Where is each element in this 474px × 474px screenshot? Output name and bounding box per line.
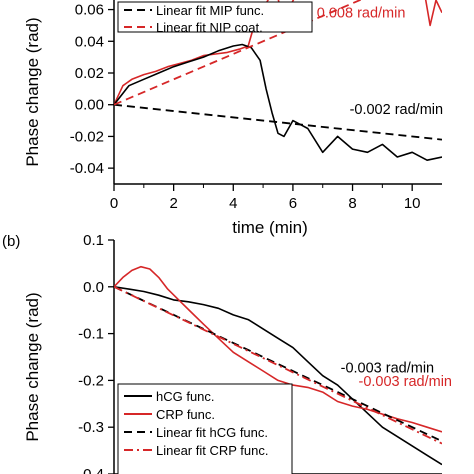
chart-panel-a: 0 2 4 6 8 10 -0.04 -0.02 0.00 0.02 0.04 0.06 Phase c… bbox=[23, 0, 443, 237]
y-axis-label: Phase change (rad) bbox=[23, 292, 42, 441]
legend-label: Linear fit CRP func. bbox=[156, 443, 268, 458]
x-tick-label: 8 bbox=[348, 195, 356, 212]
legend-box bbox=[117, 1, 313, 33]
y-tick-label: 0.1 bbox=[83, 232, 104, 249]
series-line-trace-0 bbox=[114, 0, 442, 106]
y-tick-label: 0.0 bbox=[83, 279, 104, 296]
series-line-trace-1 bbox=[114, 43, 442, 161]
series-group bbox=[114, 0, 442, 161]
y-tick-label: 0.06 bbox=[75, 2, 104, 19]
series-line-linear-fit-hcg-func bbox=[114, 285, 442, 443]
y-tick-label: -0.1 bbox=[78, 326, 104, 343]
y-tick-label: 0.02 bbox=[75, 65, 104, 82]
legend-box bbox=[117, 383, 293, 474]
x-tick-label: 6 bbox=[289, 195, 297, 212]
x-tick-label: 4 bbox=[229, 195, 237, 212]
y-tick-label: -0.4 bbox=[78, 466, 104, 474]
y-tick-label: -0.02 bbox=[70, 128, 104, 145]
slope-annotation: -0.003 rad/min bbox=[341, 360, 435, 376]
legend-label: CRP func. bbox=[156, 407, 215, 422]
y-tick-label: -0.3 bbox=[78, 419, 104, 436]
x-tick-label: 10 bbox=[404, 195, 421, 212]
panel-label: (b) bbox=[2, 233, 20, 250]
series-line-crp-func bbox=[114, 265, 442, 433]
slope-annotation: -0.002 rad/min bbox=[350, 102, 444, 118]
chart-panel-b: 0.1 0.0 -0.1 -0.2 -0.3 -0.4 Phase change (rad)… bbox=[2, 232, 452, 474]
legend-label: Linear fit MIP func. bbox=[156, 3, 264, 18]
slope-annotation: 0.008 rad/min bbox=[317, 6, 406, 22]
series-line-linear-fit-mip-func bbox=[114, 103, 442, 141]
legend-label: hCG func. bbox=[156, 389, 215, 404]
series-line-linear-fit-crp-func bbox=[114, 285, 442, 445]
y-tick-label: -0.04 bbox=[70, 160, 104, 177]
series-group bbox=[114, 265, 442, 466]
legend: Linear fit MIP func. Linear fit NIP coat. bbox=[117, 1, 313, 35]
series-line-linear-fit-nip-coat bbox=[114, 0, 363, 106]
y-tick-label: 0.00 bbox=[75, 97, 104, 114]
legend-label: Linear fit NIP coat. bbox=[156, 20, 263, 35]
slope-annotation: -0.003 rad/min bbox=[359, 374, 453, 390]
legend-label: Linear fit hCG func. bbox=[156, 425, 268, 440]
x-tick-label: 0 bbox=[110, 195, 118, 212]
series-line-hcg-func bbox=[114, 286, 442, 466]
y-tick-label: 0.04 bbox=[75, 33, 104, 50]
x-tick-label: 2 bbox=[169, 195, 177, 212]
y-tick-label: -0.2 bbox=[78, 372, 104, 389]
legend: hCG func. CRP func. Linear fit hCG func. Li… bbox=[117, 383, 293, 474]
y-axis-label: Phase change (rad) bbox=[23, 17, 42, 166]
x-axis-label: time (min) bbox=[232, 218, 308, 237]
